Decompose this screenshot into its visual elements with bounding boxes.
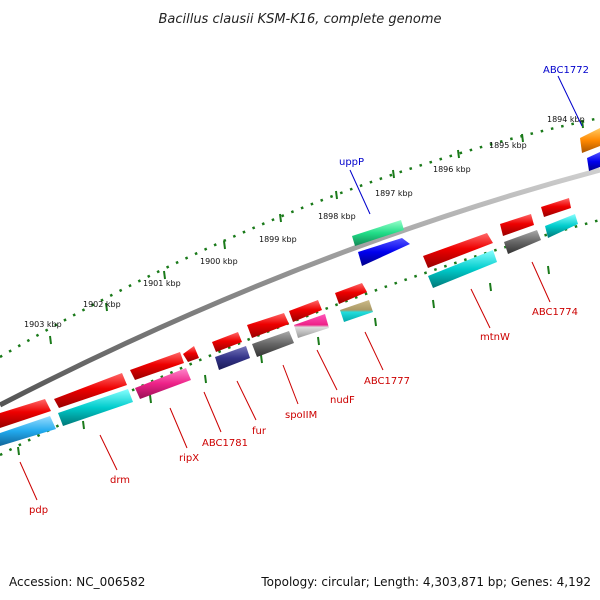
gene-arrow[interactable] [54,373,127,408]
gene-arrow[interactable] [289,300,322,322]
scale-tick-labels: 1894 kbp 1895 kbp 1896 kbp 1897 kbp 1898… [24,115,585,329]
tick-label: 1903 kbp [24,320,62,329]
inner-major-ticks [17,265,550,456]
gene-arrow[interactable] [340,300,373,322]
tick-label: 1895 kbp [489,141,527,150]
gene-arrow[interactable] [183,346,199,362]
tick-label: 1896 kbp [433,165,471,174]
gene-arrow[interactable] [335,283,367,304]
gene-arrow[interactable] [358,238,410,266]
gene-arrow[interactable] [247,313,289,338]
gene-arrow[interactable] [252,331,294,357]
gene-arrow[interactable] [545,214,578,238]
gene-arrow[interactable] [428,250,497,288]
tick-label: 1898 kbp [318,212,356,221]
tick-label: 1897 kbp [375,189,413,198]
inner-strand-genes [0,198,578,446]
outer-gene-labels: ABC1772 uppP [339,65,589,168]
tick-label: 1902 kbp [83,300,121,309]
gene-label[interactable]: uppP [339,157,364,168]
genome-backbone [0,167,600,408]
gene-arrow[interactable] [135,368,191,399]
gene-label[interactable]: pdp [29,505,48,516]
inner-gene-labels: ABC1774 mtnW ABC1777 nudF spoIIM fur ABC… [29,307,578,516]
gene-arrow[interactable] [580,128,600,153]
gene-arrow[interactable] [541,198,571,217]
gene-arrow[interactable] [352,220,404,246]
gene-label[interactable]: ripX [179,453,199,464]
gene-label[interactable]: drm [110,475,130,486]
gene-arrow[interactable] [504,230,541,254]
accession-text: Accession: NC_006582 [9,575,145,589]
gene-arrow[interactable] [423,233,493,268]
genome-summary-text: Topology: circular; Length: 4,303,871 bp… [260,575,591,589]
tick-label: 1899 kbp [259,235,297,244]
gene-label[interactable]: ABC1774 [532,307,578,318]
gene-label[interactable]: spoIIM [285,410,317,421]
gene-arrow[interactable] [587,152,600,171]
map-title: Bacillus clausii KSM-K16, complete genom… [158,12,441,27]
tick-label: 1894 kbp [547,115,585,124]
gene-arrow[interactable] [215,346,250,370]
scale-arc [0,116,600,359]
outer-strand-genes [352,128,600,266]
gene-label[interactable]: ABC1781 [202,438,248,449]
gene-arrow[interactable] [294,314,329,338]
gene-label[interactable]: ABC1777 [364,376,410,387]
label-connectors [19,75,583,501]
gene-label[interactable]: ABC1772 [543,65,589,76]
gene-arrow[interactable] [212,332,242,352]
gene-label[interactable]: fur [252,426,267,437]
gene-arrow[interactable] [0,416,56,446]
scale-major-ticks [49,119,584,345]
gene-label[interactable]: mtnW [480,332,510,343]
tick-label: 1901 kbp [143,279,181,288]
gene-arrow[interactable] [58,389,133,426]
tick-label: 1900 kbp [200,257,238,266]
gene-arrow[interactable] [500,214,534,236]
gene-label[interactable]: nudF [330,395,355,406]
gene-arrow[interactable] [130,352,184,380]
gene-arrow[interactable] [0,399,51,428]
